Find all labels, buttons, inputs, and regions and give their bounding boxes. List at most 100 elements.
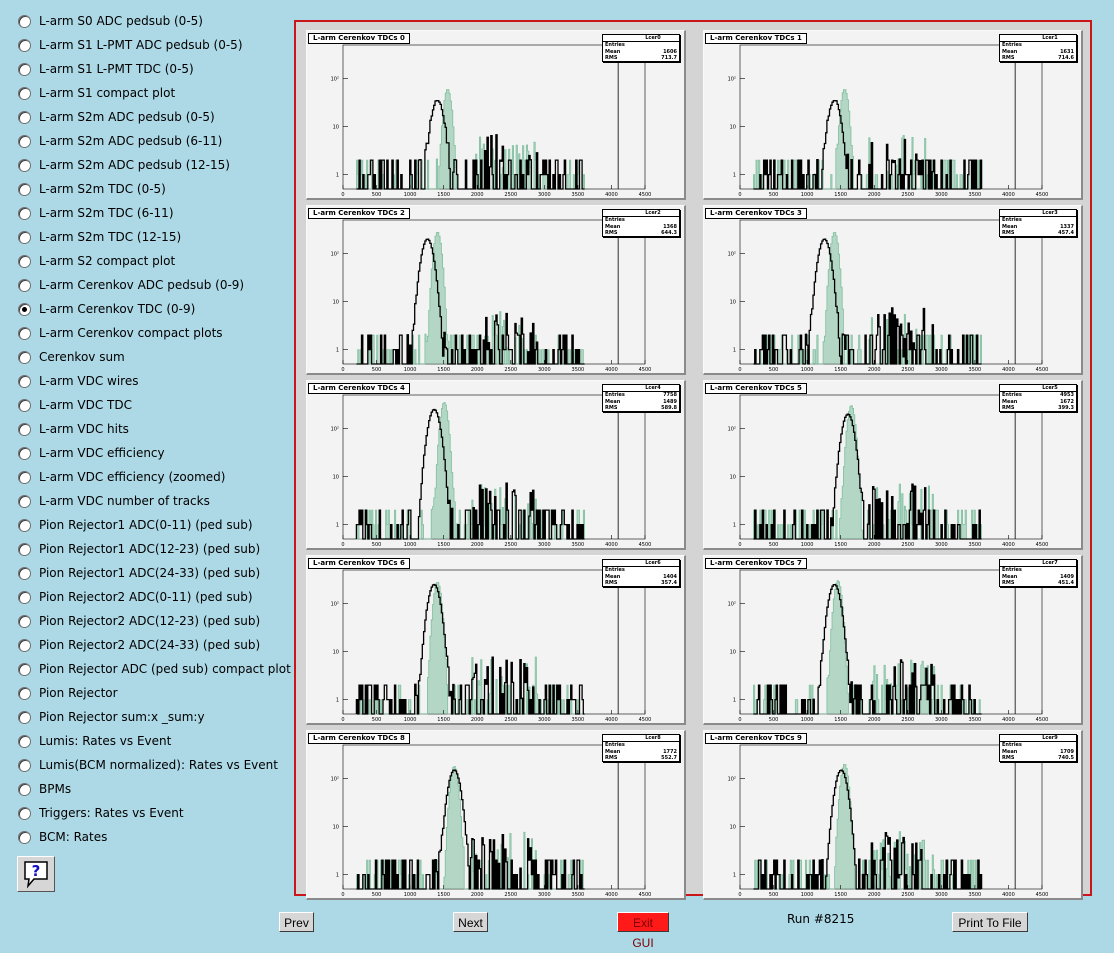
menu-option[interactable]: L-arm VDC efficiency (zoomed) <box>18 467 225 487</box>
menu-option[interactable]: Triggers: Rates vs Event <box>18 803 184 823</box>
x-tick-label: 3500 <box>572 367 585 373</box>
menu-option[interactable]: Pion Rejector1 ADC(12-23) (ped sub) <box>18 539 260 559</box>
run-number-label: Run #8215 <box>787 912 855 926</box>
histogram-pad[interactable]: 0 500 1000 1500 2000 2500 3000 3500 4000 4500 1 10 1… <box>703 205 1083 375</box>
menu-option-label: L-arm Cerenkov compact plots <box>39 326 223 340</box>
x-tick-label: 2000 <box>868 717 881 723</box>
radio-button[interactable] <box>18 830 31 844</box>
menu-option[interactable]: L-arm Cerenkov ADC pedsub (0-9) <box>18 275 244 295</box>
menu-option[interactable]: BCM: Rates <box>18 827 107 847</box>
menu-option[interactable]: L-arm S2 compact plot <box>18 251 175 271</box>
stats-name: Lcer0 <box>603 35 679 42</box>
radio-button[interactable] <box>18 254 31 268</box>
menu-option[interactable]: L-arm S1 L-PMT TDC (0-5) <box>18 59 194 79</box>
radio-button[interactable] <box>18 14 31 28</box>
radio-button[interactable] <box>18 110 31 124</box>
radio-button[interactable] <box>18 542 31 556</box>
radio-button[interactable] <box>18 686 31 700</box>
histogram-plot: 0 500 1000 1500 2000 2500 3000 3500 4000 4500 1 10 1… <box>728 44 1048 198</box>
menu-option[interactable]: L-arm VDC efficiency <box>18 443 165 463</box>
radio-button[interactable] <box>18 734 31 748</box>
menu-option[interactable]: Pion Rejector1 ADC(24-33) (ped sub) <box>18 563 260 583</box>
histogram-pad[interactable]: 0 500 1000 1500 2000 2500 3000 3500 4000 4500 1 10 1… <box>306 555 686 725</box>
radio-button[interactable] <box>18 614 31 628</box>
histogram-pad[interactable]: 0 500 1000 1500 2000 2500 3000 3500 4000 4500 1 10 1… <box>306 730 686 900</box>
radio-button[interactable] <box>18 206 31 220</box>
radio-button[interactable] <box>18 374 31 388</box>
menu-option[interactable]: Pion Rejector1 ADC(0-11) (ped sub) <box>18 515 253 535</box>
radio-button[interactable] <box>18 158 31 172</box>
radio-button[interactable] <box>18 398 31 412</box>
menu-option[interactable]: L-arm S2m ADC pedsub (12-15) <box>18 155 230 175</box>
menu-option[interactable]: L-arm VDC TDC <box>18 395 132 415</box>
radio-button[interactable] <box>18 758 31 772</box>
radio-button[interactable] <box>18 422 31 436</box>
radio-button[interactable] <box>18 662 31 676</box>
menu-option[interactable]: L-arm S1 L-PMT ADC pedsub (0-5) <box>18 35 243 55</box>
stats-mean-value: 1409 <box>1060 573 1074 580</box>
stats-rms-label: RMS <box>605 755 618 761</box>
radio-button[interactable] <box>18 590 31 604</box>
menu-option[interactable]: Pion Rejector sum:x _sum:y <box>18 707 205 727</box>
exit-gui-button[interactable]: Exit GUI <box>617 912 669 950</box>
radio-button[interactable] <box>18 278 31 292</box>
x-tick-label: 2000 <box>868 542 881 548</box>
menu-option[interactable]: BPMs <box>18 779 71 799</box>
radio-button[interactable] <box>18 230 31 244</box>
radio-button[interactable] <box>18 518 31 532</box>
menu-option[interactable]: Lumis: Rates vs Event <box>18 731 171 751</box>
radio-button[interactable] <box>18 494 31 508</box>
menu-option[interactable]: Cerenkov sum <box>18 347 125 367</box>
histogram-pad[interactable]: 0 500 1000 1500 2000 2500 3000 3500 4000 4500 1 10 1… <box>306 205 686 375</box>
x-tick-label: 1000 <box>404 542 417 548</box>
radio-button[interactable] <box>18 470 31 484</box>
menu-option[interactable]: Pion Rejector2 ADC(0-11) (ped sub) <box>18 587 253 607</box>
menu-option[interactable]: Pion Rejector2 ADC(24-33) (ped sub) <box>18 635 260 655</box>
histogram-pad[interactable]: 0 500 1000 1500 2000 2500 3000 3500 4000 4500 1 10 1… <box>306 380 686 550</box>
histogram-pad[interactable]: 0 500 1000 1500 2000 2500 3000 3500 4000 4500 1 10 1… <box>703 555 1083 725</box>
menu-option[interactable]: L-arm Cerenkov compact plots <box>18 323 223 343</box>
radio-button[interactable] <box>18 62 31 76</box>
y-tick-label: 10² <box>331 777 339 783</box>
menu-option[interactable]: L-arm S0 ADC pedsub (0-5) <box>18 11 203 31</box>
question-mark-icon: ? <box>24 861 48 889</box>
prev-button[interactable]: Prev <box>279 912 314 932</box>
menu-option[interactable]: L-arm S2m TDC (0-5) <box>18 179 166 199</box>
y-tick-label: 10 <box>730 125 736 131</box>
menu-option[interactable]: Pion Rejector <box>18 683 118 703</box>
menu-option[interactable]: Lumis(BCM normalized): Rates vs Event <box>18 755 278 775</box>
radio-button[interactable] <box>18 566 31 580</box>
menu-option[interactable]: L-arm VDC number of tracks <box>18 491 210 511</box>
histogram-pad[interactable]: 0 500 1000 1500 2000 2500 3000 3500 4000 4500 1 10 1… <box>306 30 686 200</box>
histogram-pad[interactable]: 0 500 1000 1500 2000 2500 3000 3500 4000 4500 1 10 1… <box>703 730 1083 900</box>
next-button[interactable]: Next <box>453 912 488 932</box>
radio-button[interactable] <box>18 350 31 364</box>
radio-button[interactable] <box>18 446 31 460</box>
radio-button[interactable] <box>18 38 31 52</box>
radio-button[interactable] <box>18 134 31 148</box>
menu-option[interactable]: L-arm S2m TDC (12-15) <box>18 227 181 247</box>
print-to-file-button[interactable]: Print To File <box>952 912 1028 932</box>
menu-option[interactable]: L-arm S1 compact plot <box>18 83 175 103</box>
menu-option[interactable]: L-arm VDC wires <box>18 371 138 391</box>
menu-option[interactable]: L-arm S2m ADC pedsub (6-11) <box>18 131 222 151</box>
histogram-pad[interactable]: 0 500 1000 1500 2000 2500 3000 3500 4000 4500 1 10 1… <box>703 30 1083 200</box>
menu-option[interactable]: Pion Rejector2 ADC(12-23) (ped sub) <box>18 611 260 631</box>
radio-button[interactable] <box>18 638 31 652</box>
menu-option[interactable]: L-arm S2m TDC (6-11) <box>18 203 174 223</box>
x-tick-label: 2500 <box>504 542 517 548</box>
stats-rms-label: RMS <box>1002 230 1015 236</box>
radio-button[interactable] <box>18 326 31 340</box>
menu-option[interactable]: Pion Rejector ADC (ped sub) compact plot <box>18 659 291 679</box>
radio-button[interactable] <box>18 182 31 196</box>
menu-option[interactable]: L-arm S2m ADC pedsub (0-5) <box>18 107 215 127</box>
help-button[interactable]: ? <box>17 856 55 892</box>
radio-button[interactable] <box>18 86 31 100</box>
histogram-pad[interactable]: 0 500 1000 1500 2000 2500 3000 3500 4000 4500 1 10 1… <box>703 380 1083 550</box>
radio-button[interactable] <box>18 302 31 316</box>
radio-button[interactable] <box>18 806 31 820</box>
menu-option[interactable]: L-arm Cerenkov TDC (0-9) <box>18 299 195 319</box>
radio-button[interactable] <box>18 710 31 724</box>
menu-option[interactable]: L-arm VDC hits <box>18 419 129 439</box>
radio-button[interactable] <box>18 782 31 796</box>
